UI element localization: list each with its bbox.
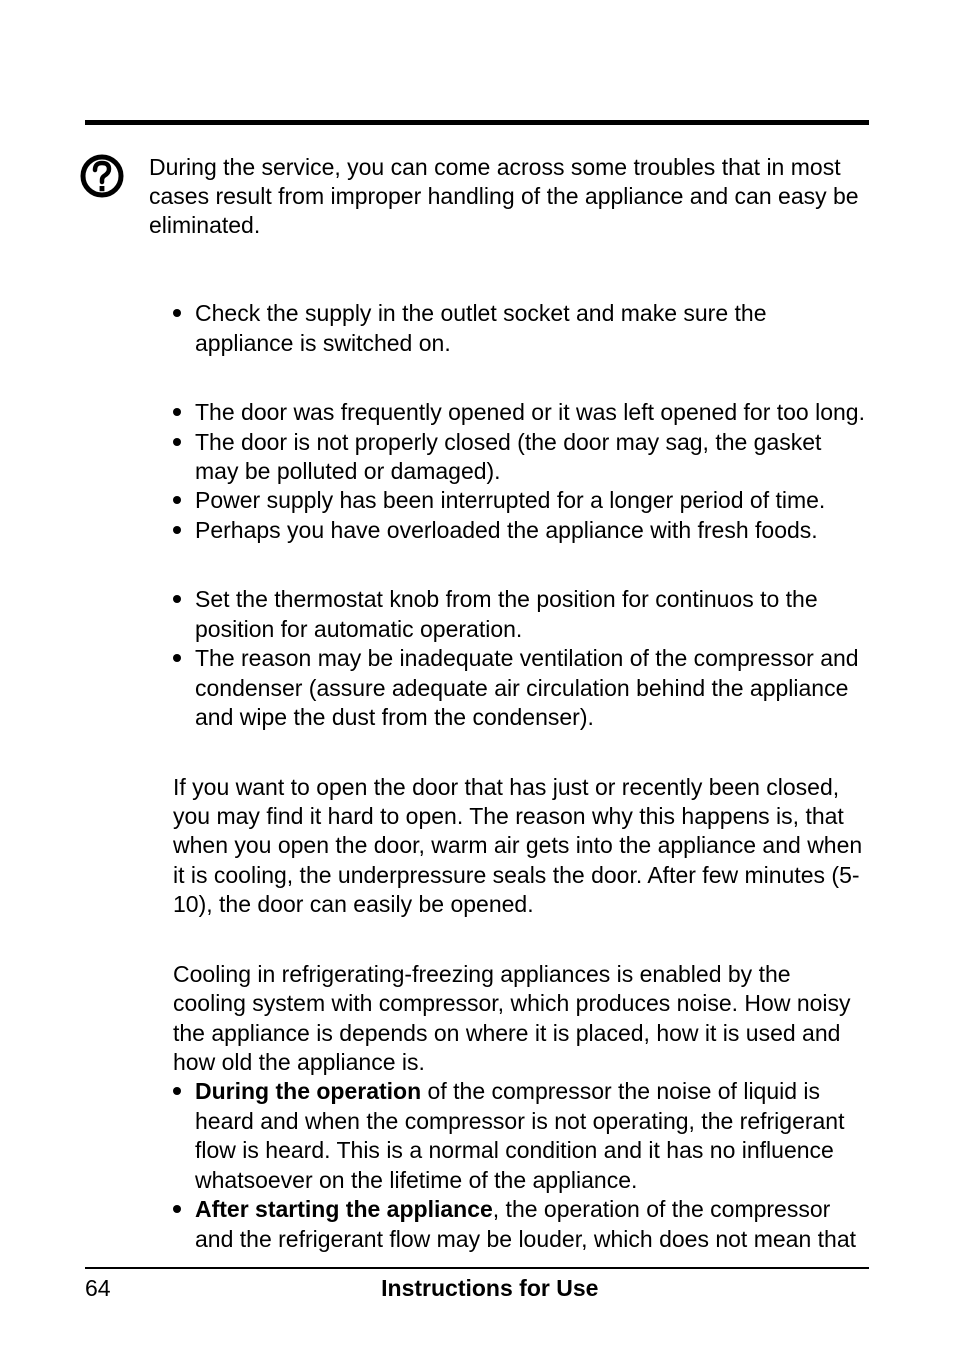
list-item: The reason may be inadequate ventilation…: [173, 644, 869, 732]
page-number: 64: [85, 1275, 111, 1302]
section-door: The door was frequently opened or it was…: [173, 398, 869, 545]
footer-title: Instructions for Use: [111, 1275, 869, 1302]
list-item: Perhaps you have overloaded the applianc…: [173, 516, 869, 545]
bold-lead: During the operation: [195, 1078, 421, 1104]
help-icon: [79, 153, 125, 204]
intro-row: During the service, you can come across …: [85, 153, 869, 239]
list-item: The door is not properly closed (the doo…: [173, 428, 869, 487]
section-door-open: If you want to open the door that has ju…: [173, 773, 869, 920]
section-noise: Cooling in refrigerating-freezing applia…: [173, 960, 869, 1254]
section-power: Check the supply in the outlet socket an…: [173, 299, 869, 358]
intro-paragraph: During the service, you can come across …: [149, 153, 869, 239]
paragraph: Cooling in refrigerating-freezing applia…: [173, 960, 869, 1078]
list-item: The door was frequently opened or it was…: [173, 398, 869, 427]
paragraph: If you want to open the door that has ju…: [173, 773, 869, 920]
top-rule: [85, 120, 869, 125]
list-item: Check the supply in the outlet socket an…: [173, 299, 869, 358]
list-item: After starting the appliance, the operat…: [173, 1195, 869, 1254]
list-item: Set the thermostat knob from the positio…: [173, 585, 869, 644]
bold-lead: After starting the appliance: [195, 1196, 493, 1222]
page-footer: 64 Instructions for Use: [85, 1267, 869, 1302]
list-item: During the operation of the compressor t…: [173, 1077, 869, 1195]
list-item: Power supply has been interrupted for a …: [173, 486, 869, 515]
section-thermostat: Set the thermostat knob from the positio…: [173, 585, 869, 732]
